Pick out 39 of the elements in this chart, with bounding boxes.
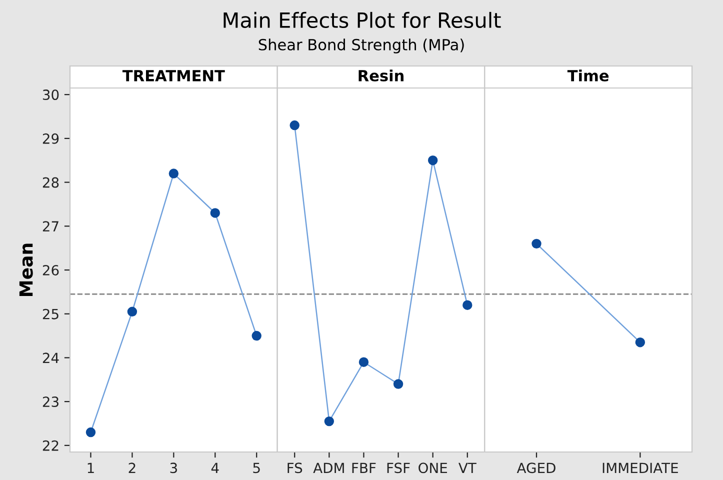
y-tick-label: 30 [42, 90, 59, 100]
x-tick-label: ONE [418, 462, 447, 474]
x-tick-label: AGED [516, 462, 556, 474]
point [210, 208, 220, 218]
x-tick-label: FBF [352, 462, 376, 473]
y-tick-label: 24 [42, 352, 59, 363]
x-tick-label: 4 [211, 462, 219, 473]
x-tick-label: 2 [128, 462, 136, 473]
x-tick-label: ADM [313, 462, 344, 473]
point [358, 357, 369, 367]
x-tick-label: IMMEDIATE [602, 462, 678, 473]
point [393, 379, 404, 389]
y-tick-label: 29 [42, 133, 59, 144]
y-tick-label: 27 [42, 221, 58, 232]
chart-title: Time [567, 70, 609, 82]
point [290, 120, 300, 130]
point [462, 300, 472, 310]
point [127, 306, 138, 317]
text: Shear Bond Strength (MPa) [258, 38, 464, 54]
text: Main Effects Plot for Result [224, 12, 501, 28]
y-tick-label: 25 [42, 308, 58, 320]
chart-title: Resin [358, 70, 404, 82]
point [324, 416, 334, 426]
point [428, 156, 438, 166]
y-tick-label: 26 [42, 264, 59, 276]
y-tick-label: 23 [42, 396, 58, 408]
y-axis-title: Mean [19, 244, 33, 296]
x-tick-label: 5 [253, 462, 260, 474]
x-tick-label: 3 [170, 462, 177, 474]
x-tick-label: 1 [88, 462, 94, 473]
point [168, 168, 179, 178]
y-tick-label: 28 [42, 177, 59, 188]
x-tick-label: FS [288, 462, 302, 474]
x-tick-label: FSF [387, 462, 410, 474]
x-tick-label: VT [458, 462, 476, 473]
point [252, 330, 262, 341]
point [86, 427, 96, 438]
y-tick-label: 22 [42, 440, 58, 451]
chart-title: TREATMENT [122, 70, 225, 82]
